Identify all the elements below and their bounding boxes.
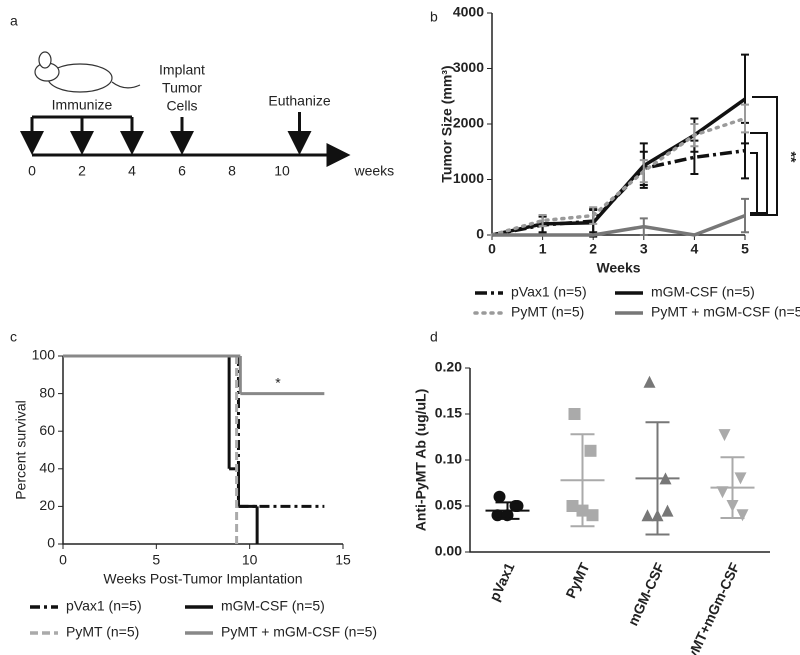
legend-label: pVax1 (n=5) — [66, 598, 142, 614]
data-point — [734, 472, 747, 485]
data-point — [584, 444, 597, 457]
legend-label: PyMT (n=5) — [511, 304, 584, 320]
panel-label: c — [10, 329, 17, 345]
sd-bar — [495, 501, 520, 520]
data-point — [568, 408, 581, 420]
y-axis-label: Percent survival — [13, 400, 29, 500]
panel-label: a — [10, 13, 18, 29]
y-tick-label: 2000 — [453, 115, 484, 131]
data-point — [641, 509, 654, 522]
sd-bar — [570, 433, 595, 528]
series-line — [490, 116, 747, 237]
legend-label: mGM-CSF (n=5) — [221, 598, 325, 614]
error-bar — [741, 103, 749, 134]
data-point — [661, 504, 674, 517]
y-tick-label: 60 — [39, 422, 55, 438]
event-label: Cells — [166, 98, 197, 114]
y-tick-label: 0.00 — [435, 543, 462, 559]
panel-label: d — [430, 329, 438, 345]
error-bar — [639, 159, 648, 184]
y-tick-label: 0 — [476, 226, 484, 242]
error-bar — [538, 214, 547, 228]
legend-label: PyMT (n=5) — [66, 624, 139, 640]
x-tick-label: 5 — [152, 552, 160, 568]
x-tick-label: 4 — [691, 241, 699, 257]
y-tick-label: 0 — [47, 535, 55, 551]
legend-label: PyMT + mGM-CSF (n=5) — [651, 304, 800, 320]
series-line — [492, 213, 746, 237]
y-axis-label: Anti-PyMT Ab (ug/uL) — [413, 389, 429, 532]
y-tick-label: 4000 — [453, 4, 484, 20]
x-tick-label: 0 — [59, 552, 67, 568]
legend-label: PyMT + mGM-CSF (n=5) — [221, 624, 377, 640]
data-point — [643, 375, 656, 388]
significance-label: * — [275, 375, 281, 391]
sd-bar — [645, 421, 670, 536]
x-axis-label: Weeks Post-Tumor Implantation — [103, 571, 302, 587]
x-tick-label: 15 — [335, 552, 351, 568]
x-tick-label: 3 — [640, 241, 648, 257]
x-tick-label: 8 — [228, 163, 236, 179]
x-axis-label: weeks — [354, 163, 395, 179]
axes — [62, 356, 343, 545]
error-bar — [589, 206, 598, 225]
data-point — [716, 486, 729, 499]
y-tick-label: 80 — [39, 384, 55, 400]
x-tick-label: PyMT+mGm-CSF — [680, 560, 743, 655]
data-point — [718, 429, 731, 442]
event-label: Immunize — [52, 97, 113, 113]
legend-label: pVax1 (n=5) — [511, 284, 587, 300]
mouse-icon — [34, 51, 141, 93]
data-point — [736, 509, 749, 522]
x-tick-label: 4 — [128, 163, 136, 179]
x-tick-label: 6 — [178, 163, 186, 179]
axes — [469, 368, 770, 553]
x-tick-label: PyMT — [562, 560, 592, 601]
y-tick-label: 40 — [39, 460, 55, 476]
event-label: Implant — [159, 62, 205, 78]
error-bar — [741, 197, 749, 234]
significance-label: ** — [783, 152, 799, 163]
panel-label: b — [430, 9, 438, 25]
y-tick-label: 3000 — [453, 59, 484, 75]
error-bar — [690, 123, 699, 148]
sd-bar — [720, 456, 745, 519]
data-point — [493, 490, 506, 503]
x-tick-label: 2 — [589, 241, 597, 257]
x-tick-label: 1 — [539, 241, 547, 257]
y-axis-label: Tumor Size (mm³) — [439, 65, 455, 182]
x-tick-label: pVax1 — [486, 560, 518, 604]
data-point — [566, 500, 579, 512]
y-tick-label: 0.15 — [435, 405, 462, 421]
y-tick-label: 100 — [32, 347, 56, 363]
x-tick-label: 0 — [488, 241, 496, 257]
x-tick-label: 10 — [274, 163, 290, 179]
y-tick-label: 0.20 — [435, 359, 462, 375]
y-tick-label: 20 — [39, 497, 55, 513]
x-tick-label: 10 — [242, 552, 258, 568]
x-tick-label: mGM-CSF — [624, 560, 667, 628]
series-line — [491, 97, 747, 237]
significance-brackets — [750, 96, 778, 216]
x-tick-label: 0 — [28, 163, 36, 179]
x-tick-label: 5 — [741, 241, 749, 257]
data-point — [586, 509, 599, 522]
event-label: Tumor — [162, 80, 202, 96]
y-tick-label: 1000 — [453, 170, 484, 186]
event-label: Euthanize — [268, 93, 330, 109]
legend-label: mGM-CSF (n=5) — [651, 284, 755, 300]
x-axis-label: Weeks — [596, 260, 640, 276]
error-bar — [639, 217, 648, 236]
x-tick-label: 2 — [78, 163, 86, 179]
y-tick-label: 0.10 — [435, 451, 462, 467]
y-tick-label: 0.05 — [435, 497, 462, 513]
